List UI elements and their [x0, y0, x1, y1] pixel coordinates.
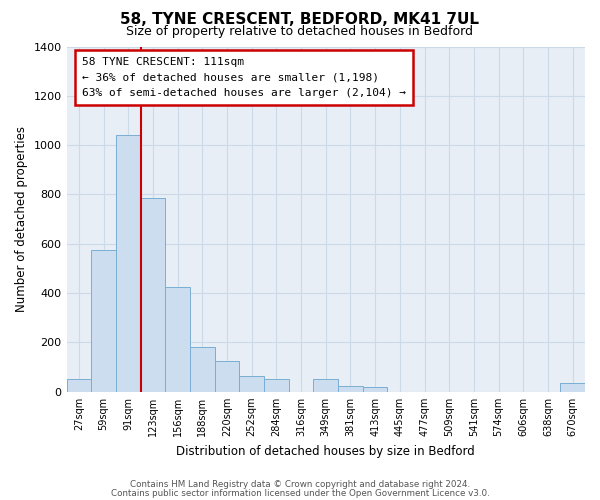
Text: Contains public sector information licensed under the Open Government Licence v3: Contains public sector information licen…: [110, 490, 490, 498]
Text: Size of property relative to detached houses in Bedford: Size of property relative to detached ho…: [127, 25, 473, 38]
Bar: [116, 136, 140, 392]
Bar: [239, 376, 264, 392]
Bar: [363, 387, 388, 392]
Bar: [264, 380, 289, 392]
Text: 58 TYNE CRESCENT: 111sqm
← 36% of detached houses are smaller (1,198)
63% of sem: 58 TYNE CRESCENT: 111sqm ← 36% of detach…: [82, 57, 406, 98]
Bar: [190, 348, 215, 392]
Bar: [165, 287, 190, 392]
X-axis label: Distribution of detached houses by size in Bedford: Distribution of detached houses by size …: [176, 444, 475, 458]
Bar: [338, 386, 363, 392]
Bar: [215, 361, 239, 392]
Y-axis label: Number of detached properties: Number of detached properties: [15, 126, 28, 312]
Bar: [140, 198, 165, 392]
Bar: [91, 250, 116, 392]
Text: Contains HM Land Registry data © Crown copyright and database right 2024.: Contains HM Land Registry data © Crown c…: [130, 480, 470, 489]
Bar: [313, 380, 338, 392]
Bar: [560, 383, 585, 392]
Text: 58, TYNE CRESCENT, BEDFORD, MK41 7UL: 58, TYNE CRESCENT, BEDFORD, MK41 7UL: [121, 12, 479, 28]
Bar: [67, 380, 91, 392]
